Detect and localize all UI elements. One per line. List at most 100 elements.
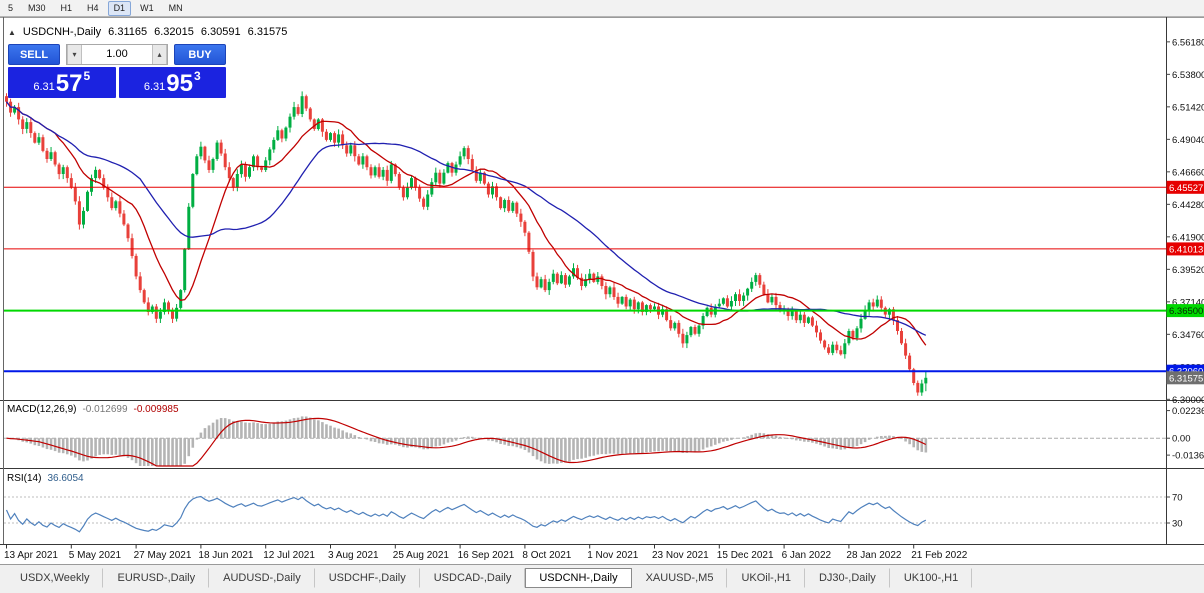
candle-body bbox=[345, 145, 349, 154]
candle-body bbox=[438, 172, 442, 184]
timeframe-5[interactable]: 5 bbox=[8, 2, 14, 13]
candle-body bbox=[867, 302, 871, 311]
candle-body bbox=[628, 299, 632, 307]
volume-input[interactable]: 1.00 bbox=[106, 48, 128, 60]
spin-down-icon: ▾ bbox=[72, 50, 77, 59]
ask-price-display[interactable]: 6.31 95 3 bbox=[118, 67, 226, 98]
time-axis-label: 3 Aug 2021 bbox=[328, 550, 379, 561]
chart-tab-audusd-daily[interactable]: AUDUSD-,Daily bbox=[209, 568, 315, 588]
chart-tab-uk100-h1[interactable]: UK100-,H1 bbox=[890, 568, 973, 588]
ohlc-open: 6.31165 bbox=[108, 26, 148, 38]
bid-price-display[interactable]: 6.31 57 5 bbox=[8, 67, 116, 98]
candle-body bbox=[130, 238, 134, 256]
time-axis-label: 23 Nov 2021 bbox=[652, 550, 709, 561]
candle-body bbox=[790, 310, 794, 317]
candle-body bbox=[527, 232, 531, 252]
trade-panel-price-row: 6.31 57 5 6.31 95 3 bbox=[8, 67, 226, 98]
candle-body bbox=[300, 96, 304, 114]
candle-body bbox=[171, 310, 174, 319]
time-axis-label: 28 Jan 2022 bbox=[846, 550, 901, 561]
candle-body bbox=[584, 279, 588, 286]
timeframe-h4[interactable]: H4 bbox=[87, 2, 99, 13]
candle-body bbox=[555, 273, 559, 284]
candle-body bbox=[462, 148, 466, 157]
chart-tab-usdcnh-daily[interactable]: USDCNH-,Daily bbox=[525, 568, 632, 588]
candle-body bbox=[422, 198, 426, 207]
candle-body bbox=[195, 156, 199, 175]
candle-body bbox=[891, 309, 895, 321]
candle-body bbox=[835, 344, 839, 351]
candle-body bbox=[831, 344, 835, 353]
timeframe-d1[interactable]: D1 bbox=[107, 0, 132, 16]
candle-body bbox=[268, 149, 272, 161]
candle-body bbox=[183, 249, 187, 291]
chart-tab-usdx-weekly[interactable]: USDX,Weekly bbox=[6, 568, 104, 588]
candle-body bbox=[215, 142, 219, 159]
candle-body bbox=[600, 276, 604, 286]
price-axis-label: 6.51420 bbox=[1172, 102, 1204, 113]
candle-body bbox=[839, 350, 843, 355]
candle-body bbox=[920, 383, 924, 393]
timeframe-mn[interactable]: MN bbox=[168, 2, 183, 13]
candle-body bbox=[256, 156, 260, 168]
chart-tab-usdchf-daily[interactable]: USDCHF-,Daily bbox=[315, 568, 420, 588]
candle-body bbox=[13, 107, 17, 113]
candle-body bbox=[677, 322, 681, 334]
candle-body bbox=[608, 287, 612, 295]
candle-body bbox=[511, 202, 515, 211]
candle-body bbox=[896, 320, 899, 331]
chart-tab-dj30-daily[interactable]: DJ30-,Daily bbox=[805, 568, 890, 588]
candle-body bbox=[754, 275, 758, 282]
candle-body bbox=[863, 310, 867, 319]
candle-body bbox=[588, 273, 592, 280]
one-click-collapse-icon[interactable]: ▲ bbox=[8, 27, 16, 37]
rsi-value: 36.6054 bbox=[47, 473, 84, 484]
candle-body bbox=[879, 299, 883, 308]
candle-body bbox=[616, 296, 620, 304]
candle-body bbox=[644, 305, 648, 312]
timeframe-h1[interactable]: H1 bbox=[60, 2, 73, 13]
timeframe-w1[interactable]: W1 bbox=[140, 2, 154, 13]
candle-body bbox=[701, 316, 705, 326]
bid-big-digits: 57 bbox=[55, 70, 83, 97]
candle-body bbox=[86, 191, 89, 211]
volume-increase-button[interactable]: ▴ bbox=[152, 45, 167, 64]
candle-body bbox=[819, 332, 822, 341]
candle-body bbox=[316, 119, 320, 129]
candle-body bbox=[685, 335, 689, 344]
chart-tab-eurusd-daily[interactable]: EURUSD-,Daily bbox=[103, 568, 210, 588]
candle-body bbox=[875, 299, 879, 307]
candle-body bbox=[729, 301, 733, 307]
timeframe-m30[interactable]: M30 bbox=[28, 2, 46, 13]
candle-body bbox=[725, 298, 729, 307]
candle-body bbox=[341, 134, 345, 146]
candle-body bbox=[333, 133, 337, 143]
candle-body bbox=[612, 287, 616, 297]
buy-button[interactable]: BUY bbox=[174, 44, 226, 65]
candle-body bbox=[681, 333, 685, 344]
candle-body bbox=[908, 355, 912, 370]
candle-body bbox=[567, 276, 571, 285]
candle-body bbox=[53, 152, 57, 165]
volume-decrease-button[interactable]: ▾ bbox=[67, 45, 82, 64]
candle-body bbox=[146, 302, 150, 312]
ohlc-close: 6.31575 bbox=[247, 26, 288, 38]
candle-body bbox=[288, 116, 292, 128]
chart-tab-usdcad-daily[interactable]: USDCAD-,Daily bbox=[420, 568, 526, 588]
candle-body bbox=[21, 119, 25, 129]
candle-body bbox=[369, 167, 373, 176]
chart-tab-xauusd-m5[interactable]: XAUUSD-,M5 bbox=[632, 568, 728, 588]
candle-body bbox=[758, 275, 762, 285]
sell-button[interactable]: SELL bbox=[8, 44, 60, 65]
candle-body bbox=[260, 167, 264, 170]
chart-tab-ukoil-h1[interactable]: UKOil-,H1 bbox=[727, 568, 805, 588]
bid-prefix: 6.31 bbox=[33, 81, 55, 93]
price-axis-label: 6.53800 bbox=[1172, 70, 1204, 81]
ask-prefix: 6.31 bbox=[143, 81, 166, 93]
candle-body bbox=[535, 276, 539, 288]
candle-body bbox=[624, 296, 628, 307]
candle-body bbox=[430, 182, 434, 195]
candle-body bbox=[576, 268, 579, 278]
chart-canvas[interactable]: 6.56180 6.53800 6.51420 6.49040 6.46660 6.442… bbox=[0, 17, 1204, 564]
candle-body bbox=[827, 347, 831, 353]
